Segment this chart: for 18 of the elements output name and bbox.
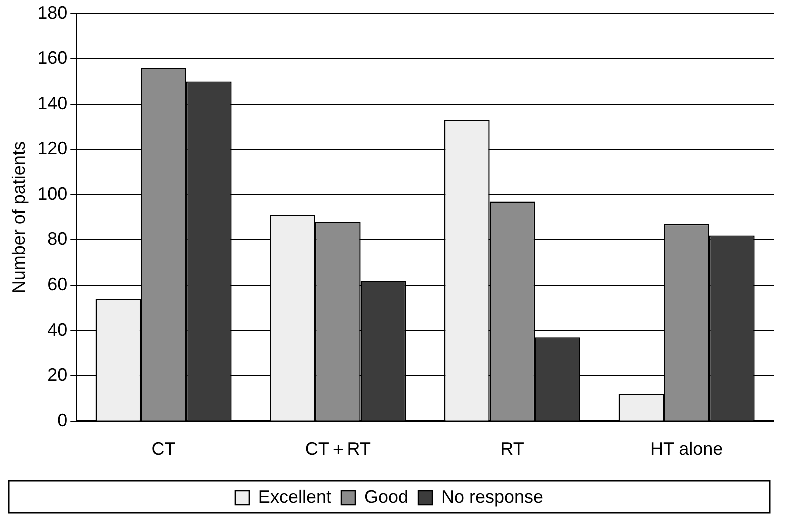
y-tick-label: 0 [58,410,68,430]
x-tick-label: HT alone [650,439,724,460]
y-tick-label: 80 [48,229,68,250]
x-tick-label: CT [152,439,176,460]
y-tick-label: 180 [38,2,68,23]
y-tick-label: 20 [48,365,68,386]
y-tick-label: 60 [48,274,68,294]
legend-label: Excellent [258,486,332,507]
y-tick-label: 100 [38,184,68,204]
y-tick-label: 140 [38,93,68,114]
legend-label: Good [364,486,409,507]
y-tick-label: 40 [48,320,68,340]
x-tick-label: CT＋RT [305,439,371,460]
legend-label: No response [442,486,544,507]
y-tick-label: 120 [38,138,68,159]
y-axis-title: Number of patients [8,142,29,294]
y-tick-label: 160 [38,48,68,68]
x-tick-label: RT [500,439,524,460]
